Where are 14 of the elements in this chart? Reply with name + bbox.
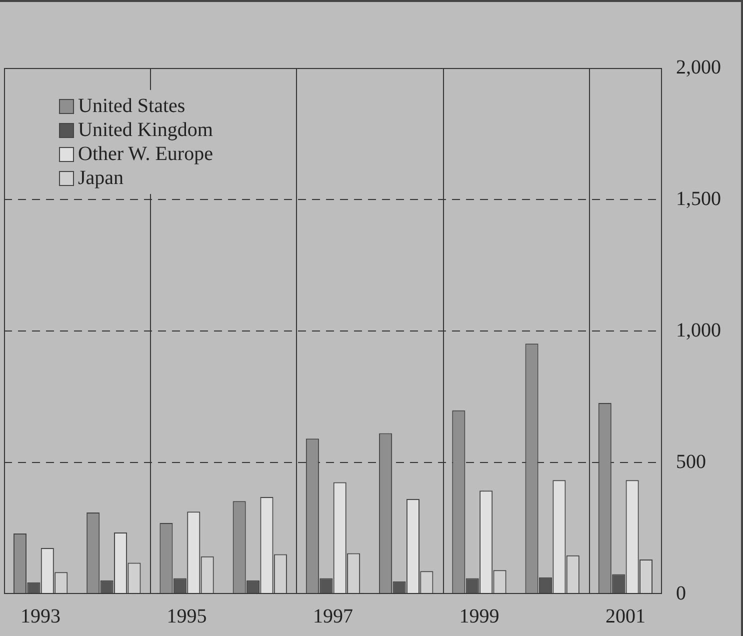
legend-label: Other W. Europe — [78, 142, 213, 166]
x-tick-label: 1995 — [166, 605, 207, 628]
y-tick-label: 1,500 — [676, 188, 721, 210]
legend-label: United States — [78, 94, 186, 118]
y-tick-label: 500 — [676, 450, 706, 473]
x-tick-label: 2001 — [605, 605, 646, 628]
x-tick-label: 1993 — [20, 605, 61, 628]
x-tick-label: 1997 — [313, 605, 353, 628]
y-tick-label: 1,000 — [676, 319, 721, 342]
y-tick-label: 2,000 — [676, 56, 721, 78]
legend-label: United Kingdom — [78, 118, 213, 142]
legend-label: Japan — [78, 166, 124, 190]
y-tick-label: 0 — [676, 582, 686, 604]
x-tick-label: 1999 — [459, 605, 500, 628]
